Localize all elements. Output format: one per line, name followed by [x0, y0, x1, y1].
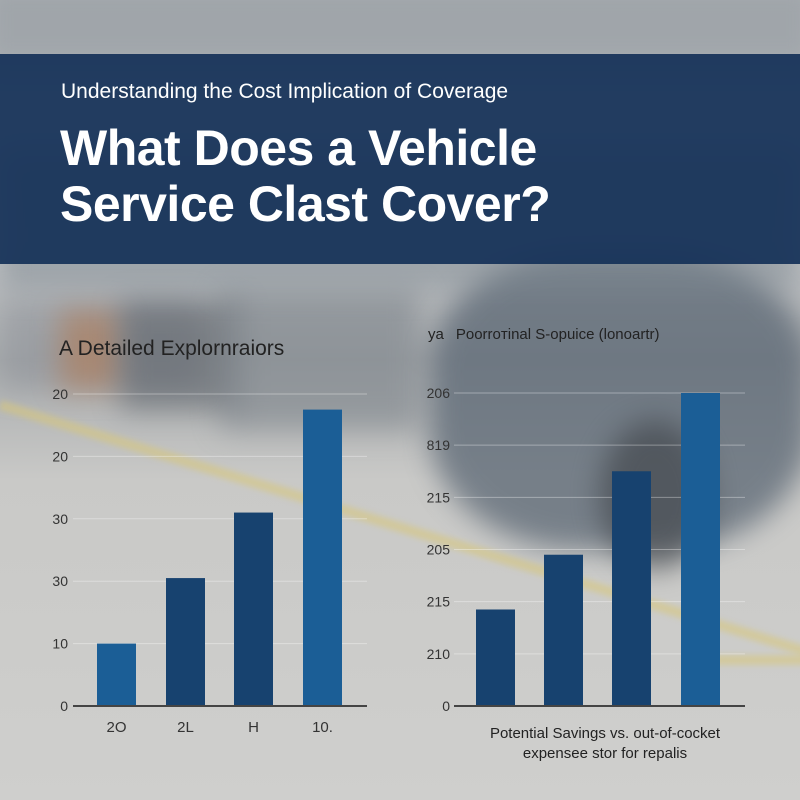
y-tick-label: 210 — [427, 646, 451, 662]
y-tick-label: 0 — [442, 698, 450, 714]
y-tick-label: 20 — [52, 386, 68, 402]
y-tick-label: 205 — [427, 542, 451, 558]
x-tick-label: H — [248, 719, 259, 736]
y-tick-label: 215 — [427, 594, 451, 610]
title-line-2: Service Clast Cover? — [60, 176, 551, 232]
y-tick-label: 30 — [52, 511, 68, 527]
bar — [166, 578, 205, 706]
bar — [97, 643, 136, 706]
bar — [234, 512, 273, 706]
caption-line-1: Potential Savings vs. out-of-cocket — [489, 725, 721, 742]
header-band — [0, 54, 800, 264]
title-line-1: What Does a Vehicle — [60, 120, 537, 176]
x-tick-label: 2L — [177, 719, 194, 736]
left-chart-title: A Detailed Explornraiors — [59, 337, 285, 360]
y-tick-label: 206 — [427, 385, 451, 401]
x-tick-label: 2O — [106, 719, 126, 736]
y-tick-label: 0 — [60, 698, 68, 714]
y-tick-label: 10 — [52, 636, 68, 652]
bar — [303, 409, 342, 706]
bar — [476, 609, 515, 706]
right-chart-title: ya Poorroтinal S-opuice (lonoartr) — [428, 326, 659, 343]
bar — [544, 554, 583, 706]
bar — [681, 393, 720, 706]
header-title: What Does a Vehicle Service Clast Cover? — [60, 120, 551, 232]
right-chart-title-text: Poorroтinal S-opuice (lonoartr) — [455, 326, 660, 343]
x-tick-label: 10. — [312, 719, 333, 736]
header-subtitle: Understanding the Cost Implication of Co… — [61, 80, 509, 103]
y-tick-label: 30 — [52, 573, 68, 589]
y-tick-label: 20 — [52, 448, 68, 464]
y-tick-label: 215 — [427, 489, 451, 505]
bar — [612, 471, 651, 706]
right-chart-caption: Potential Savings vs. out-of-cocket expe… — [440, 724, 770, 764]
caption-line-2: expensee stor for repalis — [522, 745, 688, 762]
right-chart-title-prefix: ya — [428, 326, 444, 343]
y-tick-label: 819 — [427, 437, 451, 453]
